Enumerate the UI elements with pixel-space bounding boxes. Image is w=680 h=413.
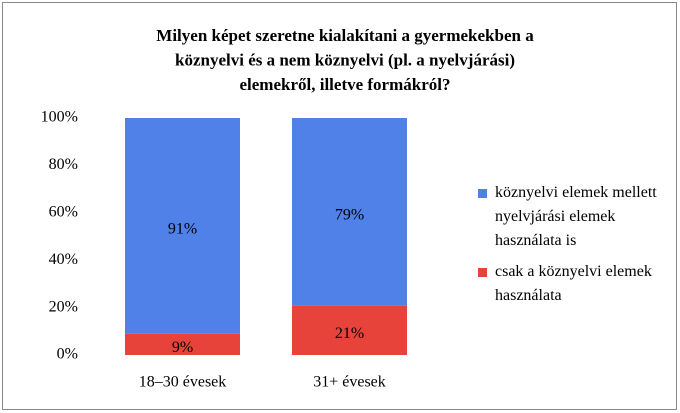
bar-segment [125,333,240,355]
data-label: 21% [335,325,364,342]
bar-segment [292,118,407,306]
legend-swatch [478,189,487,198]
bar-segment [125,118,240,334]
data-label: 79% [335,206,364,223]
y-tick-label: 80% [49,156,78,173]
chart-title: elemekről, illetve formákról? [239,75,450,94]
legend-item: köznyelvi elemek mellett nyelvjárási ele… [478,181,668,253]
bar-segment [292,305,407,355]
legend-swatch [478,268,487,277]
x-tick-label: 31+ évesek [313,374,386,391]
legend-label: köznyelvi elemek mellett nyelvjárási ele… [495,184,657,249]
x-tick-label: 18–30 évesek [139,374,227,391]
data-label: 91% [168,221,197,238]
legend-item: csak a köznyelvi elemek használata [478,260,668,308]
legend: köznyelvi elemek mellett nyelvjárási ele… [478,181,668,315]
y-tick-label: 20% [49,298,78,315]
chart-title: köznyelvi és a nem köznyelvi (pl. a nyel… [175,50,515,69]
chart-title: Milyen képet szeretne kialakítani a gyer… [156,26,534,45]
legend-label: csak a köznyelvi elemek használata [495,263,652,304]
y-tick-label: 60% [49,203,78,220]
y-tick-label: 100% [41,109,78,126]
data-label: 9% [172,339,193,356]
y-tick-label: 0% [57,346,78,363]
y-tick-label: 40% [49,251,78,268]
